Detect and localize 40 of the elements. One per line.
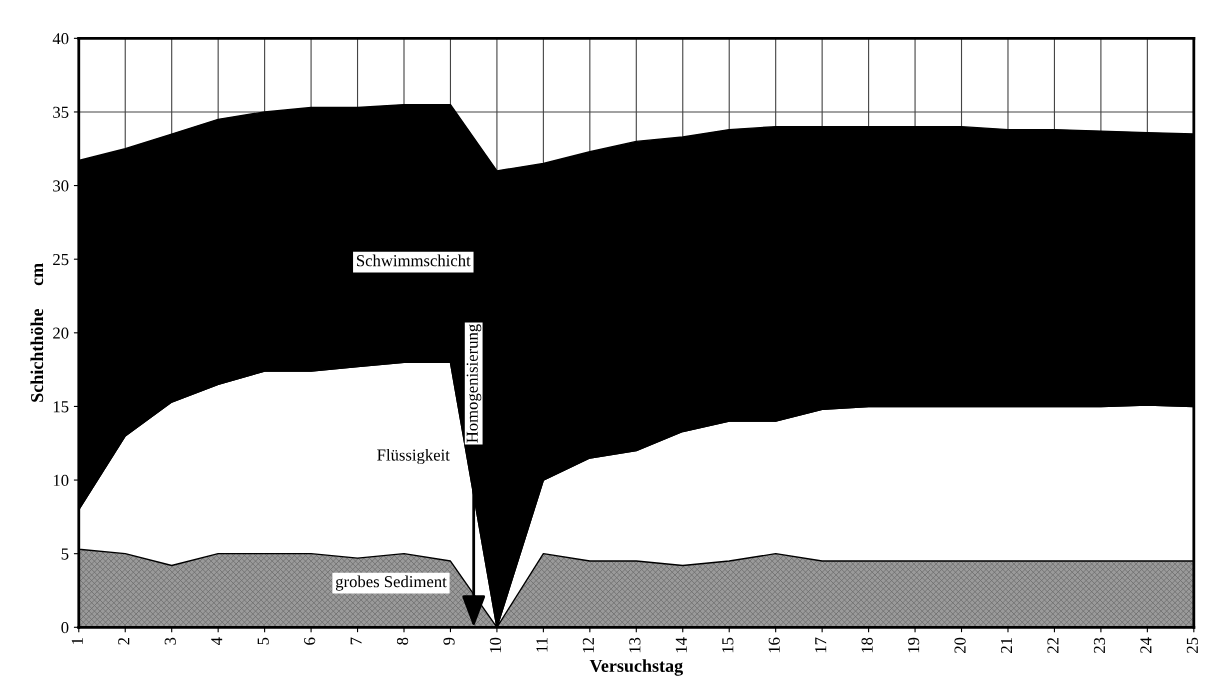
series-label: grobes Sediment (335, 575, 447, 591)
y-tick-label: 15 (53, 401, 69, 413)
y-tick-label: 25 (53, 253, 69, 266)
x-tick-label: 21 (1000, 638, 1012, 653)
x-tick-label: 22 (1047, 637, 1059, 653)
x-tick-label: 14 (675, 637, 687, 653)
y-tick-label: 35 (53, 106, 69, 118)
series-label: Schwimmschicht (357, 254, 471, 267)
series-label: Flüssigkeit (377, 448, 450, 465)
x-tick-label: 11 (536, 638, 548, 652)
x-tick-label: 6 (304, 637, 316, 645)
x-tick-label: 20 (954, 637, 966, 653)
x-tick-label: 1 (71, 638, 83, 644)
x-tick-label: 25 (1186, 637, 1198, 653)
x-tick-label: 23 (1093, 637, 1106, 653)
x-tick-label: 2 (118, 637, 130, 645)
x-tick-label: 15 (722, 637, 734, 653)
x-tick-label: 16 (768, 637, 780, 653)
x-tick-label: 4 (211, 637, 223, 646)
x-tick-label: 13 (629, 637, 641, 653)
y-tick-label: 5 (61, 548, 69, 560)
y-tick-label: 30 (53, 180, 69, 192)
x-tick-label: 17 (815, 637, 827, 653)
x-tick-label: 10 (489, 637, 502, 653)
y-tick-label: 10 (53, 474, 69, 487)
y-tick-label: 0 (61, 622, 69, 634)
x-tick-label: 24 (1140, 637, 1152, 653)
y-tick-label: 40 (52, 33, 69, 45)
x-tick-label: 3 (164, 637, 176, 645)
x-tick-label: 8 (396, 637, 409, 645)
x-axis-title: Versuchstag (589, 659, 683, 676)
x-tick-label: 18 (861, 637, 873, 653)
x-tick-label: 12 (582, 637, 594, 653)
y-axis-title: Schichthöhe cm (30, 263, 44, 402)
x-tick-label: 7 (350, 637, 362, 645)
x-tick-label: 9 (443, 637, 455, 645)
annotation: Homogenisierung (466, 324, 482, 443)
x-tick-label: 19 (908, 637, 920, 653)
x-tick-label: 5 (257, 637, 269, 645)
y-tick-label: 20 (53, 327, 69, 339)
